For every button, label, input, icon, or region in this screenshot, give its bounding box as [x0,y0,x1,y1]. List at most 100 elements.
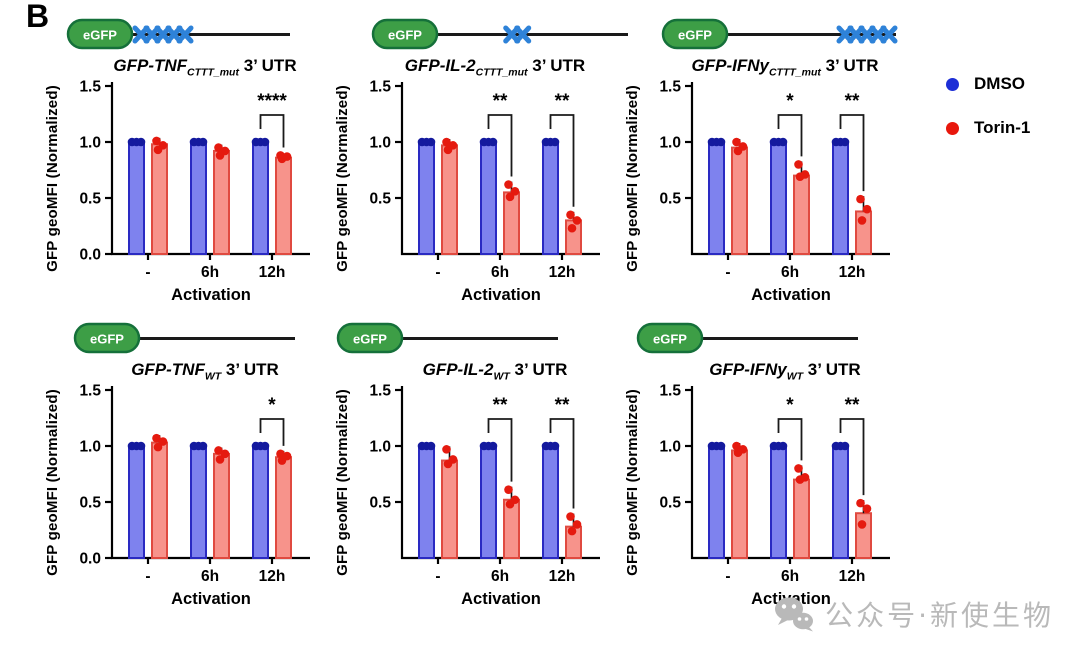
y-tick-label: 0.5 [659,495,681,512]
data-point-dmso [716,138,726,147]
y-tick-label: 0.5 [369,191,391,208]
y-tick-label: 1.0 [659,439,681,456]
bar-torin [151,442,168,560]
data-point-dmso [778,442,788,451]
bar-plot: 1.5 1.0 0.5 0.0 - 6h 12h Activation **** [79,79,310,304]
y-tick-label: 1.0 [79,135,101,152]
bar-torin [855,512,872,560]
data-point-torin [857,216,867,226]
sig-label: * [268,395,276,416]
bar-torin [213,453,230,560]
data-point-dmso [488,138,498,147]
mutation-x-icon [514,25,532,44]
chart-title-gene: GFP-TNF [131,360,205,379]
sig-bracket [487,114,513,177]
data-point-torin [504,485,513,495]
data-point-torin [215,151,225,161]
y-axis-label: GFP geoMFI (Normalized) [328,78,356,278]
construct-schematic: eGFP [371,18,628,50]
y-tick-label: 1.5 [659,79,681,96]
data-point-torin [152,136,161,146]
sig-label: ** [493,395,508,416]
data-point-torin [215,455,225,465]
data-point-dmso [550,442,560,451]
sig-label: * [786,91,794,112]
y-tick-label: 1.5 [79,383,101,400]
x-tick-label: 12h [259,568,286,585]
bar-dmso [252,445,269,560]
data-point-dmso [426,138,436,147]
x-tick-label: 6h [781,264,799,281]
data-point-torin [277,154,287,164]
y-axis-label-text: GFP geoMFI (Normalized) [623,84,641,272]
plot-row: GFP geoMFI (Normalized) 1.5 1.0 0.5 0.0-6h 1… [38,78,352,314]
y-tick-label: 1.0 [369,135,391,152]
bar-dmso [708,141,725,256]
data-point-dmso [136,138,146,147]
data-point-dmso [488,442,498,451]
sig-bracket [549,418,575,509]
data-point-torin [566,210,575,220]
data-point-dmso [840,138,850,147]
x-axis-title: Activation [461,286,541,304]
data-point-torin [214,446,223,456]
bar-torin [731,146,748,256]
legend-label-torin: Torin-1 [974,118,1031,137]
y-tick-label: 1.5 [79,79,101,96]
x-tick-label: - [725,264,730,281]
data-point-dmso [426,442,436,451]
x-tick-label: - [725,568,730,585]
data-point-torin [158,437,168,447]
chart-title-gene: GFP-IL-2 [422,360,494,379]
y-axis-label: GFP geoMFI (Normalized) [618,78,646,278]
sig-label: ** [555,395,570,416]
data-point-torin [732,442,741,451]
construct-schematic: eGFP [636,322,858,354]
y-tick-label: 1.5 [659,383,681,400]
bar-torin [151,143,168,256]
chart-title-subscript: CTTT_mut [768,66,821,79]
sig-label: * [786,395,794,416]
sig-label: ** [493,91,508,112]
data-point-torin [276,449,285,459]
sig-label: ** [555,91,570,112]
y-tick-label: 0.5 [79,495,101,512]
chart-card-gfp-il-2-wt: eGFP GFP-IL-2WT 3’ UTR GFP geoMFI (Norma… [328,318,642,618]
chart-card-gfp-tnf-cttt-mut: eGFP GFP-TNFCTTT_mut 3’ UTR GFP geoMFI (… [38,14,352,314]
chart-title-subscript: CTTT_mut [187,66,239,79]
chart-title: GFP-TNFCTTT_mut 3’ UTR [70,56,340,78]
chart-title-subscript: WT [204,370,222,383]
bar-dmso [418,445,435,560]
y-tick-label: 1.0 [369,439,391,456]
y-tick-label: 1.5 [369,79,391,96]
y-tick-label: 0.5 [79,191,101,208]
bar-torin [793,478,810,560]
egfp-box [73,322,141,354]
data-point-torin [153,443,163,452]
chart-title: GFP-IFNyCTTT_mut 3’ UTR [650,56,920,78]
chart-card-gfp-il-2-cttt-mut: eGFP GFP-IL-2CTTT_mut 3’ UTR GFP geoMFI … [328,14,642,314]
mutation-x-icon [176,25,194,44]
chart-title-suffix: 3’ UTR [803,360,861,379]
x-tick-label: - [435,568,440,585]
data-point-dmso [840,442,850,451]
bar-dmso [832,141,849,256]
watermark: 公众号·新使生物 [773,594,1054,634]
plot-row: GFP geoMFI (Normalized) 1.5 1.0 0.5 - 6h 12h A… [328,78,642,314]
sig-bracket [259,114,285,148]
x-tick-label: 12h [549,568,576,585]
chart-title-subscript: CTTT_mut [475,66,528,79]
data-point-torin [572,216,582,226]
chart-title-gene: GFP-IL-2 [404,56,476,75]
chart-title-suffix: 3’ UTR [509,360,568,379]
data-point-torin [857,520,867,530]
bar-torin [503,191,520,256]
chart-title: GFP-IL-2CTTT_mut 3’ UTR [360,56,630,78]
data-point-torin [795,475,805,485]
legend-item-torin: Torin-1 [946,118,1030,138]
egfp-label: eGFP [90,332,124,347]
chart-title-suffix: 3’ UTR [238,56,297,75]
chart-title: GFP-TNFWT 3’ UTR [70,360,340,382]
